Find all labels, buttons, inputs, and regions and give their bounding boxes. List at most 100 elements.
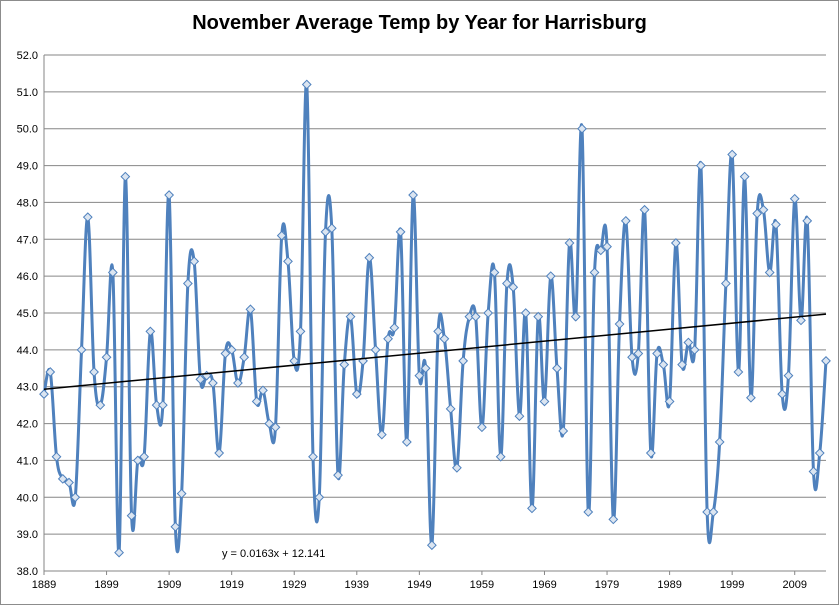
y-tick-label: 38.0 <box>17 566 38 578</box>
data-point-marker <box>339 359 350 370</box>
data-point-marker <box>789 193 800 204</box>
data-point-marker <box>182 278 193 289</box>
data-point-marker <box>76 344 87 355</box>
data-point-marker <box>326 223 337 234</box>
data-point-marker <box>314 492 325 503</box>
x-tick-label: 1909 <box>157 579 181 591</box>
axes <box>43 55 826 575</box>
y-tick-label: 39.0 <box>17 529 38 541</box>
tick-labels: 38.0 39.0 40.0 41.0 42.0 43.0 44.0 45.0 46.0 47.0… <box>17 50 807 591</box>
data-point-marker <box>483 308 494 318</box>
data-point-marker <box>564 238 575 248</box>
data-point-marker <box>164 190 175 200</box>
data-point-marker <box>139 451 150 462</box>
data-point-marker <box>82 212 93 223</box>
data-point-marker <box>270 422 281 433</box>
data-point-marker <box>301 79 312 90</box>
x-tick-label: 1939 <box>345 579 369 591</box>
chart-title: November Average Temp by Year for Harris… <box>192 12 647 34</box>
data-point-marker <box>333 470 343 481</box>
data-point-marker <box>520 308 531 318</box>
data-point-marker <box>414 370 425 381</box>
data-point-marker <box>389 322 400 333</box>
data-point-marker <box>664 396 675 407</box>
x-tick-label: 1919 <box>219 579 243 591</box>
data-point-marker <box>477 422 487 433</box>
data-point-marker <box>220 348 231 359</box>
series-group <box>39 79 831 558</box>
y-tick-label: 46.0 <box>17 271 38 283</box>
x-tick-label: 1959 <box>470 579 494 591</box>
x-tick-label: 2009 <box>782 579 806 591</box>
data-point-marker <box>627 352 637 363</box>
data-point-marker <box>577 123 587 134</box>
data-point-marker <box>295 326 306 337</box>
data-point-marker <box>445 403 456 414</box>
data-point-marker <box>233 378 243 388</box>
trendline-group <box>43 313 827 390</box>
data-point-marker <box>527 503 537 514</box>
x-tick-label: 1949 <box>407 579 431 591</box>
data-point-marker <box>114 547 124 558</box>
x-tick-label: 1999 <box>720 579 744 591</box>
data-point-marker <box>783 370 794 381</box>
data-point-marker <box>408 190 419 200</box>
data-point-marker <box>821 356 831 366</box>
data-point-marker <box>320 227 331 237</box>
data-point-marker <box>157 400 168 411</box>
data-point-marker <box>383 333 393 344</box>
data-point-marker <box>276 230 287 241</box>
data-point-marker <box>652 348 662 359</box>
y-tick-label: 45.0 <box>17 308 38 320</box>
data-point-marker <box>764 267 775 278</box>
data-point-marker <box>614 319 625 329</box>
data-point-marker <box>195 374 206 385</box>
x-tick-label: 1969 <box>532 579 556 591</box>
data-point-marker <box>264 418 275 429</box>
data-point-marker <box>39 389 49 399</box>
data-point-marker <box>633 348 644 359</box>
data-point-marker <box>426 540 437 551</box>
data-point-marker <box>101 352 112 363</box>
y-tick-label: 49.0 <box>17 161 38 173</box>
data-point-marker <box>251 396 262 407</box>
data-point-marker <box>583 507 594 517</box>
data-point-marker <box>570 311 581 322</box>
data-point-marker <box>258 385 268 396</box>
data-point-marker <box>645 448 656 458</box>
data-point-marker <box>602 241 612 252</box>
data-point-marker <box>514 411 525 422</box>
data-point-marker <box>552 363 562 374</box>
data-point-marker <box>64 477 74 488</box>
data-point-marker <box>214 448 225 458</box>
data-point-marker <box>439 333 450 344</box>
data-point-marker <box>170 521 181 532</box>
x-tick-label: 1889 <box>32 579 56 591</box>
data-point-marker <box>808 466 819 477</box>
data-point-marker <box>595 245 606 256</box>
x-tick-label: 1929 <box>282 579 306 591</box>
data-point-marker <box>395 227 406 237</box>
data-point-marker <box>245 304 256 315</box>
data-point-marker <box>608 514 619 525</box>
data-point-marker <box>189 256 200 267</box>
data-point-marker <box>458 356 469 366</box>
data-point-marker <box>470 311 481 322</box>
trendline <box>43 313 827 390</box>
y-tick-label: 47.0 <box>17 234 38 246</box>
data-point-marker <box>95 400 106 411</box>
data-point-marker <box>714 437 725 447</box>
y-tick-label: 44.0 <box>17 345 38 357</box>
data-point-marker <box>752 208 763 219</box>
data-point-marker <box>51 451 62 462</box>
data-point-marker <box>720 278 731 289</box>
x-tick-label: 1979 <box>595 579 619 591</box>
data-point-marker <box>283 256 293 267</box>
data-point-marker <box>89 367 99 377</box>
data-point-marker <box>120 171 131 182</box>
data-point-marker <box>420 363 431 374</box>
y-tick-label: 41.0 <box>17 455 38 467</box>
data-point-marker <box>308 451 318 462</box>
data-point-marker <box>57 473 68 484</box>
